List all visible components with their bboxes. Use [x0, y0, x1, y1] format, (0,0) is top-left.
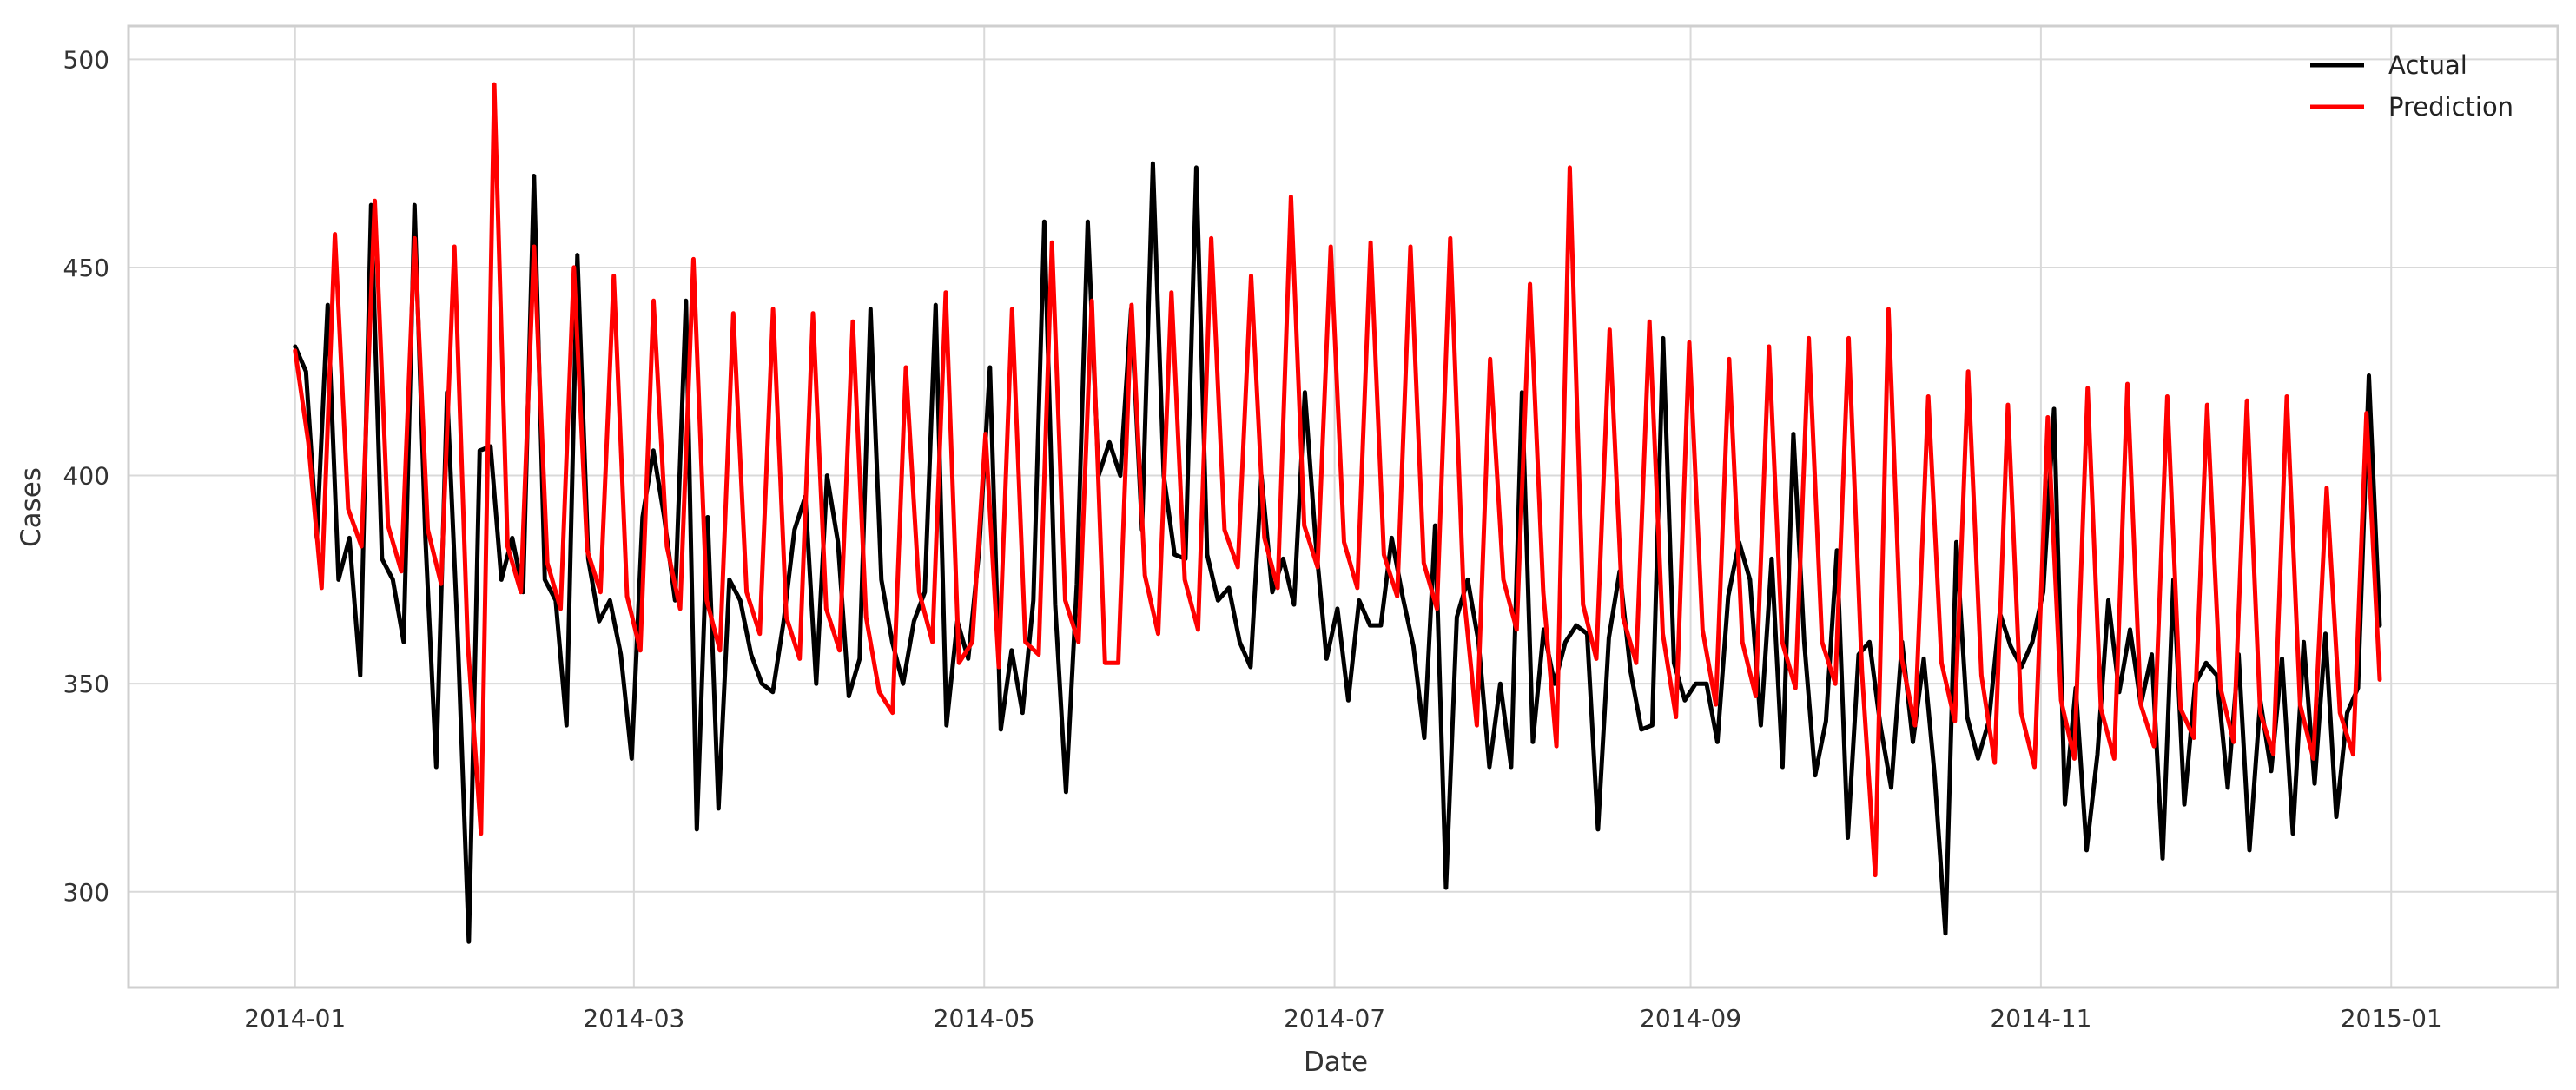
x-tick-label: 2015-01 [2341, 1004, 2442, 1033]
x-tick-label: 2014-01 [244, 1004, 346, 1033]
x-tick-label: 2014-11 [1990, 1004, 2091, 1033]
x-axis-title: Date [1304, 1047, 1368, 1078]
x-tick-label: 2014-03 [583, 1004, 684, 1033]
series-line-actual [293, 161, 2382, 944]
legend-item-actual: Actual [2310, 50, 2467, 80]
y-tick-label: 350 [63, 670, 109, 698]
y-tick-label: 450 [63, 254, 109, 282]
series-actual [293, 161, 2382, 944]
legend-label: Prediction [2388, 92, 2513, 122]
y-tick-label: 300 [63, 878, 109, 907]
x-tick-labels: 2014-01 2014-03 2014-05 2014-07 2014-09 2014-… [244, 1004, 2441, 1033]
x-tick-label: 2014-05 [934, 1004, 1035, 1033]
y-tick-label: 400 [63, 462, 109, 491]
series-line-prediction [293, 82, 2382, 878]
x-tick-label: 2014-07 [1284, 1004, 1385, 1033]
y-tick-labels: 300 350 400 450 500 [63, 45, 109, 906]
legend-label: Actual [2388, 50, 2467, 80]
legend-item-prediction: Prediction [2310, 92, 2513, 122]
y-tick-label: 500 [63, 45, 109, 74]
plot-area-frame [127, 24, 2559, 989]
series-prediction [293, 82, 2382, 878]
y-axis-title: Cases [16, 467, 47, 547]
series-group [293, 82, 2382, 944]
legend: Actual Prediction [2310, 50, 2513, 122]
x-tick-label: 2014-09 [1640, 1004, 1741, 1033]
x-gridlines [294, 26, 2393, 988]
